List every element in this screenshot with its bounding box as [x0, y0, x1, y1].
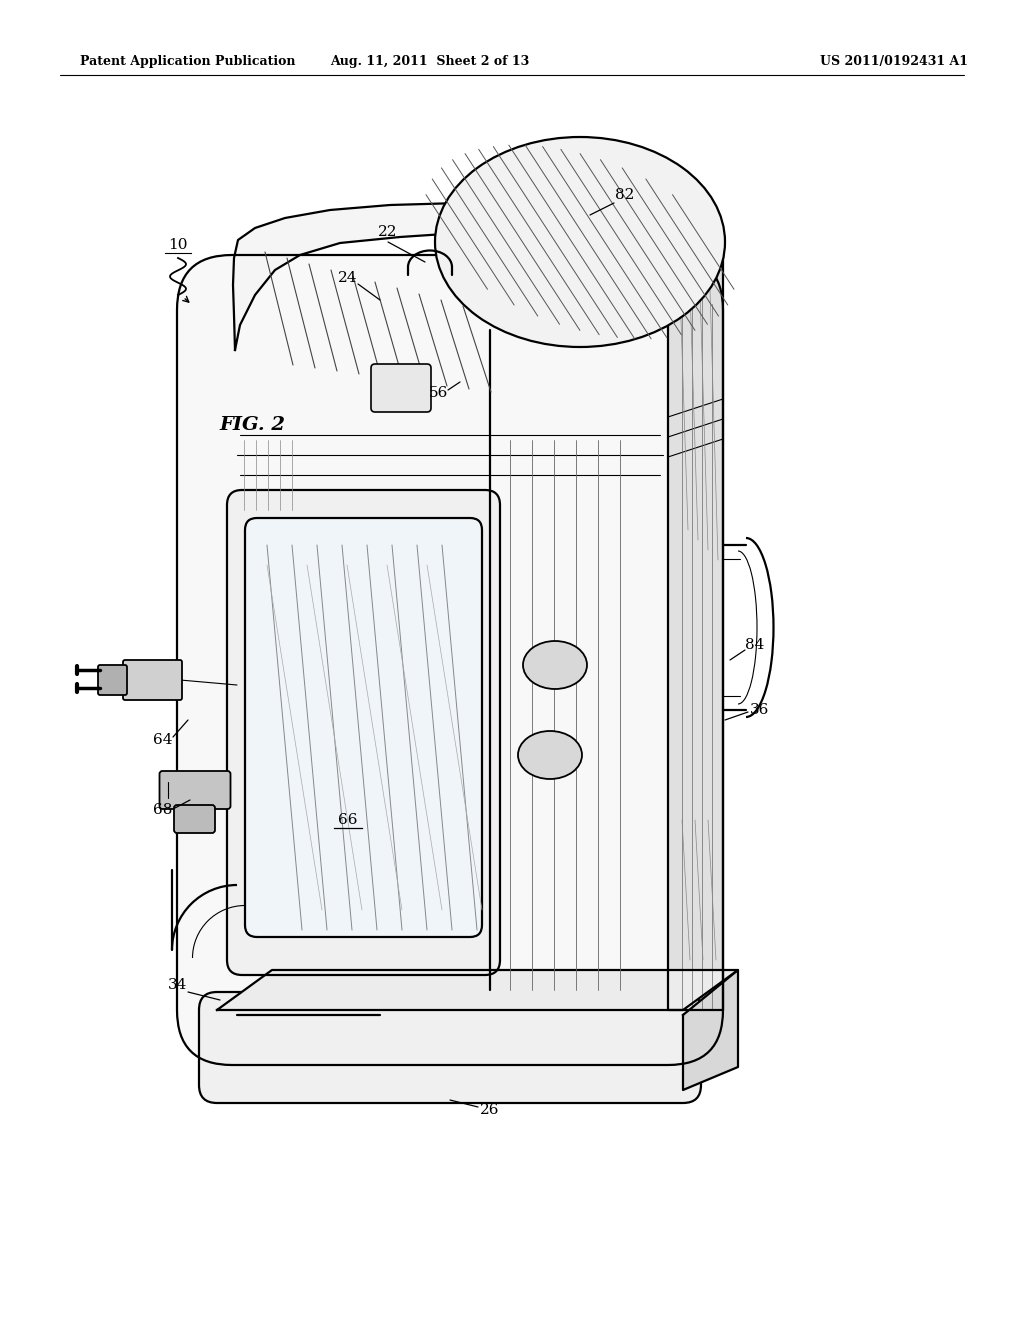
- FancyBboxPatch shape: [123, 660, 182, 700]
- Text: 82: 82: [615, 187, 635, 202]
- FancyBboxPatch shape: [227, 490, 500, 975]
- Text: 10: 10: [168, 238, 187, 252]
- Text: FIG. 2: FIG. 2: [219, 416, 285, 434]
- Text: 64: 64: [154, 733, 173, 747]
- Ellipse shape: [518, 731, 582, 779]
- FancyBboxPatch shape: [174, 805, 215, 833]
- Text: 22: 22: [378, 224, 397, 239]
- Polygon shape: [668, 255, 723, 1010]
- Text: 68: 68: [154, 803, 173, 817]
- Text: 26: 26: [480, 1104, 500, 1117]
- Text: 84: 84: [745, 638, 765, 652]
- FancyBboxPatch shape: [177, 255, 723, 1065]
- FancyBboxPatch shape: [199, 993, 701, 1104]
- Ellipse shape: [435, 137, 725, 347]
- FancyBboxPatch shape: [160, 771, 230, 809]
- FancyBboxPatch shape: [371, 364, 431, 412]
- Text: US 2011/0192431 A1: US 2011/0192431 A1: [820, 55, 968, 69]
- Text: 36: 36: [751, 704, 770, 717]
- FancyBboxPatch shape: [245, 517, 482, 937]
- Text: 66: 66: [338, 813, 357, 828]
- Polygon shape: [217, 970, 738, 1010]
- Ellipse shape: [523, 642, 587, 689]
- FancyBboxPatch shape: [98, 665, 127, 696]
- Text: 56: 56: [428, 385, 447, 400]
- Text: Aug. 11, 2011  Sheet 2 of 13: Aug. 11, 2011 Sheet 2 of 13: [331, 55, 529, 69]
- Text: Patent Application Publication: Patent Application Publication: [80, 55, 296, 69]
- Text: 34: 34: [168, 978, 187, 993]
- Polygon shape: [233, 203, 723, 350]
- Text: 24: 24: [338, 271, 357, 285]
- Polygon shape: [683, 970, 738, 1090]
